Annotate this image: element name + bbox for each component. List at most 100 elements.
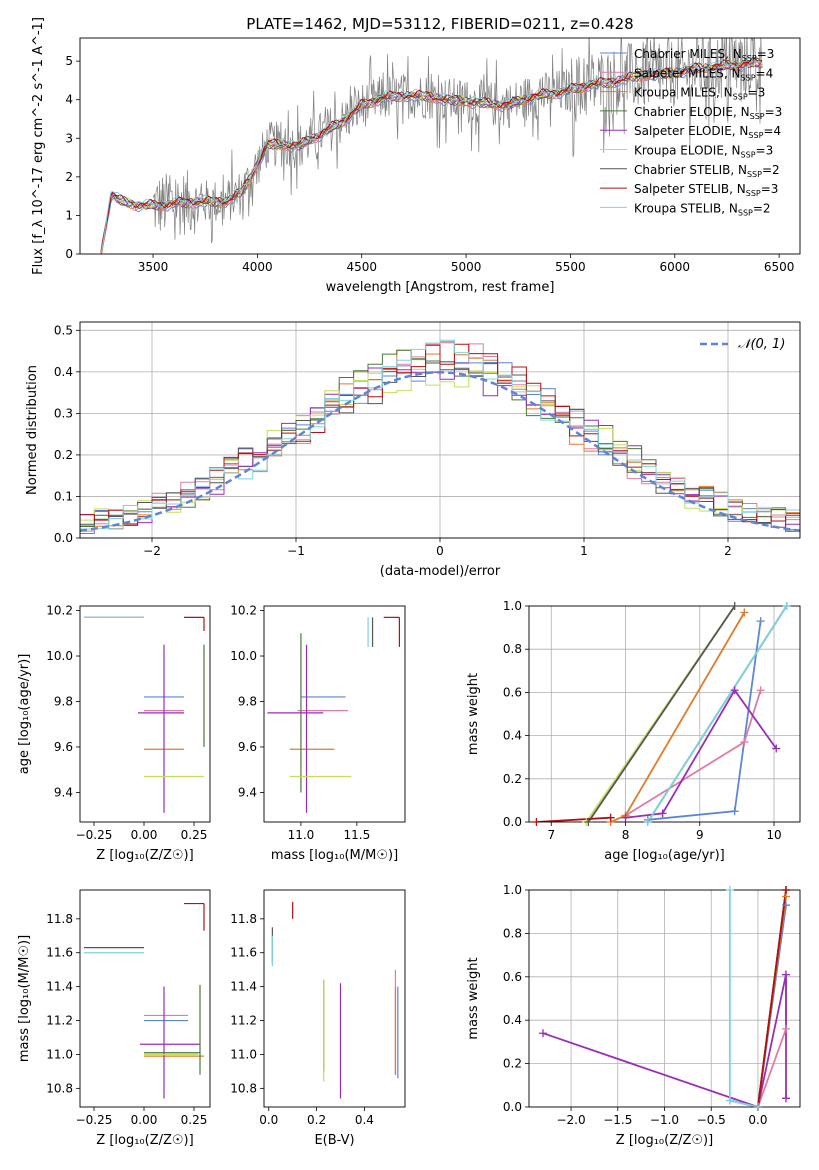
x-axis-label: wavelength [Angstrom, rest frame] <box>326 280 555 295</box>
x-tick-label: 0.0 <box>748 1113 767 1127</box>
legend-sub: SSP <box>738 208 753 217</box>
legend-sub: SSP <box>746 189 761 198</box>
x-tick-label: 0.4 <box>355 1113 374 1127</box>
y-tick-label: 11.4 <box>230 980 257 994</box>
x-tick-label: 5000 <box>451 260 482 274</box>
x-tick-label: 5500 <box>555 260 586 274</box>
y-tick-label: 11.4 <box>46 980 73 994</box>
y-tick-label: 4 <box>65 93 73 107</box>
axes-frame <box>79 605 211 823</box>
y-tick-label: 10.0 <box>230 649 257 663</box>
weight-marker-salpeter-elodie <box>621 813 630 822</box>
y-axis-label: Flux [f_λ 10^-17 erg cm^-2 s^-1 A^-1] <box>31 17 46 275</box>
weight-line-salpeter-stelib <box>536 816 611 822</box>
x-tick-label: 6500 <box>764 260 795 274</box>
y-tick-label: 11.8 <box>230 912 257 926</box>
legend-label-salpeter-stelib: Salpeter STELIB, NSSP=3 <box>634 182 778 198</box>
x-tick-label: 7 <box>547 828 555 842</box>
legend-tail: =4 <box>756 66 774 80</box>
y-tick-label: 9.4 <box>54 785 73 799</box>
weight-marker-kroupa-stelib <box>753 1103 762 1111</box>
weight-marker-salpeter-miles <box>756 686 765 695</box>
model-kroupa-stelib <box>100 56 763 254</box>
panel-mass_vs_EBV: 0.0 0.2 0.4 10.8 11.0 11.2 11.4 11.6 11.8 E(B-V) <box>230 889 406 1148</box>
weight-line-chabrier-stelib <box>587 606 736 822</box>
legend-sub: SSP <box>733 93 748 102</box>
legend-tail: =3 <box>765 105 783 119</box>
x-tick-label: 2 <box>724 544 732 558</box>
plot-area <box>271 901 399 1099</box>
x-axis-label: (data-model)/error <box>380 564 501 579</box>
weight-marker-chabrier-miles <box>781 901 790 910</box>
y-tick-label: 0.8 <box>503 926 522 940</box>
x-tick-label: 0.2 <box>307 1113 326 1127</box>
weight-marker-chabrier-miles <box>730 807 739 816</box>
legend-label-chabrier-miles: Chabrier MILES, NSSP=3 <box>634 47 774 63</box>
y-axis-label: mass [log₁₀(M/M☉)] <box>17 935 32 1062</box>
y-tick-label: 1.0 <box>503 599 522 613</box>
legend-label-chabrier-elodie: Chabrier ELODIE, NSSP=3 <box>634 105 782 121</box>
legend-tail: =3 <box>761 182 779 196</box>
plot-area <box>80 322 800 538</box>
legend-sub: SSP <box>741 151 756 160</box>
legend-tail: =4 <box>763 124 781 138</box>
weight-line-salpeter-stelib <box>757 890 787 1107</box>
x-tick-label: −0.25 <box>76 1113 113 1127</box>
weight-marker-chabrier-stelib <box>730 602 739 610</box>
x-axis-label: Z [log₁₀(Z/Z☉)] <box>96 848 193 863</box>
x-tick-label: 4000 <box>242 260 273 274</box>
y-tick-label: 11.8 <box>46 912 73 926</box>
y-tick-label: 10.8 <box>46 1081 73 1095</box>
figure-title: PLATE=1462, MJD=53112, FIBERID=0211, z=0… <box>246 15 633 33</box>
y-tick-label: 0.1 <box>54 489 73 503</box>
panel-age_vs_mass: 11.0 11.5 9.4 9.6 9.8 10.0 10.2 mass [log₁₀(M/M… <box>230 604 406 863</box>
y-tick-label: 2 <box>65 170 73 184</box>
weight-line-salpeter-elodie <box>542 974 787 1107</box>
weight-marker-kroupa-stelib <box>782 602 791 610</box>
y-tick-label: 0.4 <box>503 1013 522 1027</box>
y-tick-label: 11.2 <box>46 1014 73 1028</box>
x-tick-label: 3500 <box>138 260 169 274</box>
y-tick-label: 0.2 <box>503 1057 522 1071</box>
axes-frame <box>79 889 211 1108</box>
axes-frame <box>79 37 801 255</box>
y-tick-label: 11.0 <box>46 1047 73 1061</box>
axes-frame <box>528 889 801 1108</box>
y-axis-label: mass weight <box>466 957 481 1039</box>
x-tick-label: −2 <box>143 544 161 558</box>
legend-tail: =2 <box>762 163 780 177</box>
x-tick-label: 0.00 <box>131 828 158 842</box>
legend-sub: SSP <box>748 131 763 140</box>
plot-area <box>529 606 800 822</box>
y-tick-label: 9.8 <box>54 694 73 708</box>
weight-marker-salpeter-miles <box>740 738 749 747</box>
y-tick-label: 10.0 <box>46 649 73 663</box>
panel-mass_vs_Z: −0.25 0.00 0.25 10.8 11.0 11.2 11.4 11.6 11.8 Z [… <box>17 889 211 1148</box>
weight-marker-kroupa-stelib <box>725 886 734 894</box>
legend-label-kroupa-elodie: Kroupa ELODIE, NSSP=3 <box>634 144 773 160</box>
panel-mass_weight_vs_Z: −2.0 −1.5 −1.0 −0.5 0.0 0.0 0.2 0.4 0.6 0.8 1.0 Z [… <box>466 883 801 1148</box>
x-tick-label: 11.0 <box>288 828 315 842</box>
x-axis-label: E(B-V) <box>314 1133 354 1148</box>
weight-marker-salpeter-elodie <box>658 809 667 818</box>
legend-sub: SSP <box>750 112 765 121</box>
model-salpeter-stelib <box>100 56 763 254</box>
legend-tail: =2 <box>753 201 771 215</box>
x-tick-label: 8 <box>622 828 630 842</box>
weight-marker-salpeter-elodie <box>781 1094 790 1103</box>
y-tick-label: 0.6 <box>503 685 522 699</box>
x-tick-label: 0.0 <box>259 1113 278 1127</box>
weight-marker-salpeter-miles <box>781 1024 790 1033</box>
legend-sub: SSP <box>741 73 756 82</box>
x-tick-label: −1 <box>287 544 305 558</box>
x-tick-label: −1.0 <box>650 1113 679 1127</box>
y-axis-label: Normed distribution <box>25 365 40 495</box>
axes-frame <box>263 889 406 1108</box>
legend-tail: =3 <box>756 144 774 158</box>
x-tick-label: 0 <box>436 544 444 558</box>
y-tick-label: 10.2 <box>230 604 257 618</box>
weight-marker-kroupa-stelib <box>725 1096 734 1105</box>
axes-frame <box>528 605 801 823</box>
y-tick-label: 0.5 <box>54 323 73 337</box>
